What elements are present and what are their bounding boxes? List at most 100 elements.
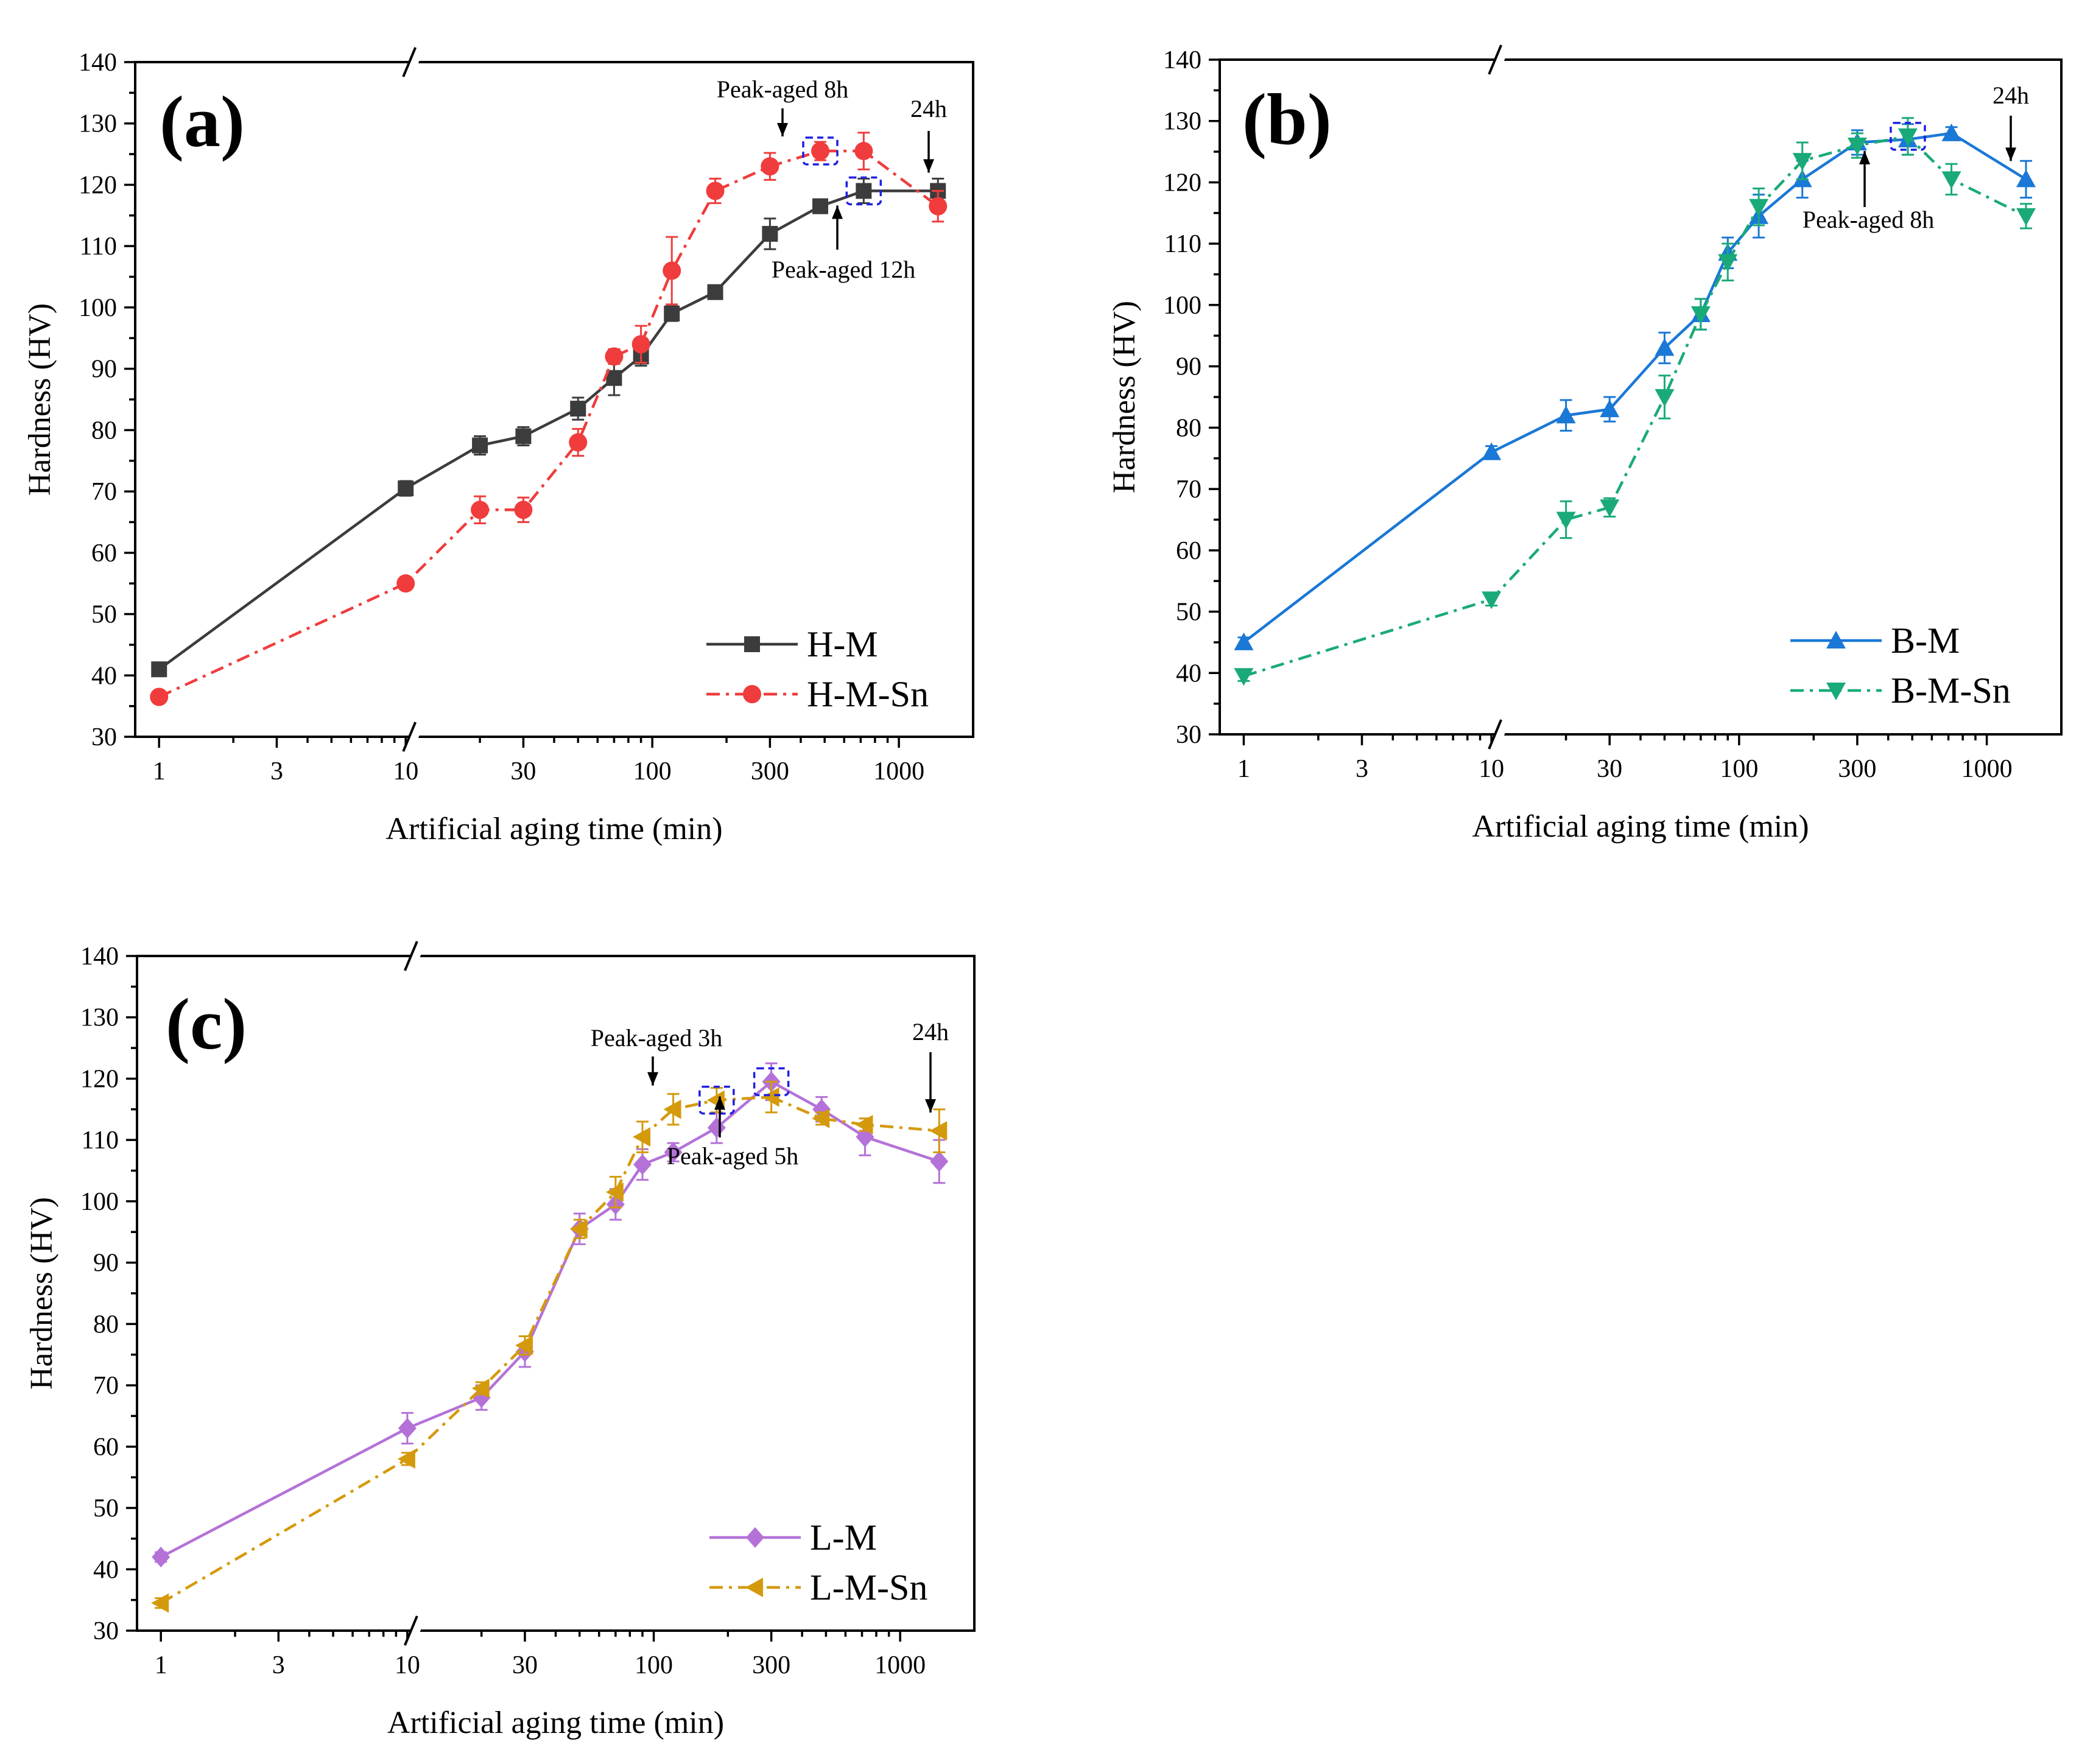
data-point: [151, 1593, 169, 1613]
axis-break-mark: [1488, 44, 1502, 75]
data-point: [1600, 499, 1620, 518]
data-point: [812, 198, 829, 214]
data-point: [515, 428, 532, 445]
y-tick-label: 120: [80, 1065, 119, 1093]
x-tick-label: 1: [155, 1651, 167, 1679]
x-tick-label: 1000: [873, 757, 924, 785]
x-tick-label: 1000: [874, 1651, 926, 1679]
data-point: [471, 1379, 490, 1399]
data-point: [761, 1087, 779, 1107]
data-point: [631, 335, 650, 354]
y-tick-label: 60: [93, 1433, 119, 1461]
x-tick-label: 10: [1479, 755, 1504, 783]
legend-entry-H-M: H-M: [706, 624, 878, 664]
panel-label: (c): [166, 983, 247, 1064]
annotation-arrowhead: [923, 159, 934, 173]
y-tick-label: 130: [1163, 108, 1201, 136]
annotation-arrowhead: [2005, 147, 2016, 161]
data-point: [1847, 138, 1867, 156]
panel-label: (a): [160, 81, 245, 162]
legend-label: B-M: [1891, 620, 1960, 661]
data-point: [515, 1335, 533, 1355]
data-point: [570, 401, 586, 417]
data-point: [633, 1127, 651, 1147]
annotation-text: Peak-aged 3h: [591, 1024, 723, 1052]
series-L-M: [152, 1062, 949, 1568]
x-tick-label: 100: [635, 1651, 673, 1679]
x-axis-title: Artificial aging time (min): [385, 812, 722, 846]
legend-entry-B-M: B-M: [1790, 620, 1960, 661]
legend-entry-L-M: L-M: [709, 1517, 877, 1558]
data-point: [811, 142, 830, 161]
data-point: [854, 142, 873, 161]
legend-marker: [1826, 683, 1846, 700]
annotation-arrowhead: [647, 1072, 658, 1086]
data-point: [514, 501, 533, 519]
x-tick-label: 100: [633, 757, 672, 785]
x-tick-label: 3: [1356, 755, 1368, 783]
data-point: [1690, 306, 1711, 325]
x-tick-label: 30: [510, 757, 536, 785]
data-point: [812, 1108, 830, 1128]
annotation: Peak-aged 8h: [717, 76, 849, 166]
annotation: Peak-aged 8h: [1803, 122, 1934, 233]
data-point: [633, 1154, 652, 1175]
data-point: [929, 1121, 948, 1141]
data-point: [664, 1142, 683, 1163]
annotation-text: 24h: [910, 95, 947, 122]
axis-break-gap: [407, 942, 425, 970]
panel-label: (b): [1242, 79, 1332, 160]
y-tick-label: 140: [80, 943, 119, 971]
y-tick-label: 110: [1164, 230, 1201, 258]
peak-highlight-box: [845, 176, 882, 206]
annotation: 24h: [1993, 82, 2029, 161]
data-point: [605, 347, 624, 366]
data-point: [398, 480, 414, 497]
data-point: [761, 157, 779, 176]
x-tick-label: 3: [272, 1651, 285, 1679]
data-point: [1556, 511, 1576, 530]
y-tick-label: 120: [1163, 169, 1201, 197]
series-line: [160, 1080, 940, 1559]
peak-highlight-box: [802, 136, 839, 166]
data-point: [663, 261, 681, 280]
y-tick-label: 90: [91, 356, 117, 384]
axis-break-mark: [404, 1615, 418, 1646]
data-point: [2016, 169, 2036, 188]
y-tick-label: 100: [79, 294, 117, 322]
data-point: [1941, 171, 1961, 189]
annotation-text: Peak-aged 8h: [717, 76, 849, 103]
y-tick-label: 110: [80, 233, 117, 261]
data-point: [569, 433, 588, 452]
data-point: [606, 370, 622, 386]
y-tick-label: 70: [91, 478, 117, 506]
axis-break-gap: [405, 48, 423, 76]
legend-marker: [744, 636, 760, 652]
data-point: [1655, 338, 1675, 356]
legend-entry-L-M-Sn: L-M-Sn: [709, 1567, 927, 1608]
legend-entry-H-M-Sn: H-M-Sn: [706, 674, 929, 714]
y-axis-title: Hardness (HV): [23, 303, 57, 496]
y-tick-label: 70: [1176, 476, 1201, 504]
x-tick-label: 100: [1720, 755, 1758, 783]
axis-break-mark: [1488, 719, 1502, 750]
legend-label: H-M: [807, 624, 878, 664]
y-tick-label: 100: [1163, 292, 1201, 320]
legend-marker: [745, 1578, 763, 1597]
data-point: [150, 687, 169, 706]
data-point: [1600, 399, 1620, 418]
axis-break-mark: [404, 941, 418, 971]
legend-marker: [746, 1527, 764, 1548]
y-tick-label: 90: [93, 1249, 119, 1277]
x-tick-label: 1: [1237, 755, 1250, 783]
annotation-arrowhead: [832, 205, 843, 219]
y-tick-label: 80: [1176, 414, 1201, 442]
y-tick-label: 80: [91, 416, 117, 445]
data-point: [2016, 208, 2036, 226]
panel-c-chart: 30 40 50 60 70 80 90 100 110 120 130 140 1 3 10 30 100 30…: [24, 941, 976, 1740]
panel-a-chart: 30 40 50 60 70 80 90 100 110 120 130 140 1 3 10 30 100 30…: [23, 47, 974, 846]
data-point: [1234, 668, 1254, 686]
y-tick-label: 50: [93, 1495, 119, 1523]
peak-highlight-box: [698, 1085, 735, 1115]
y-tick-label: 120: [79, 171, 117, 199]
